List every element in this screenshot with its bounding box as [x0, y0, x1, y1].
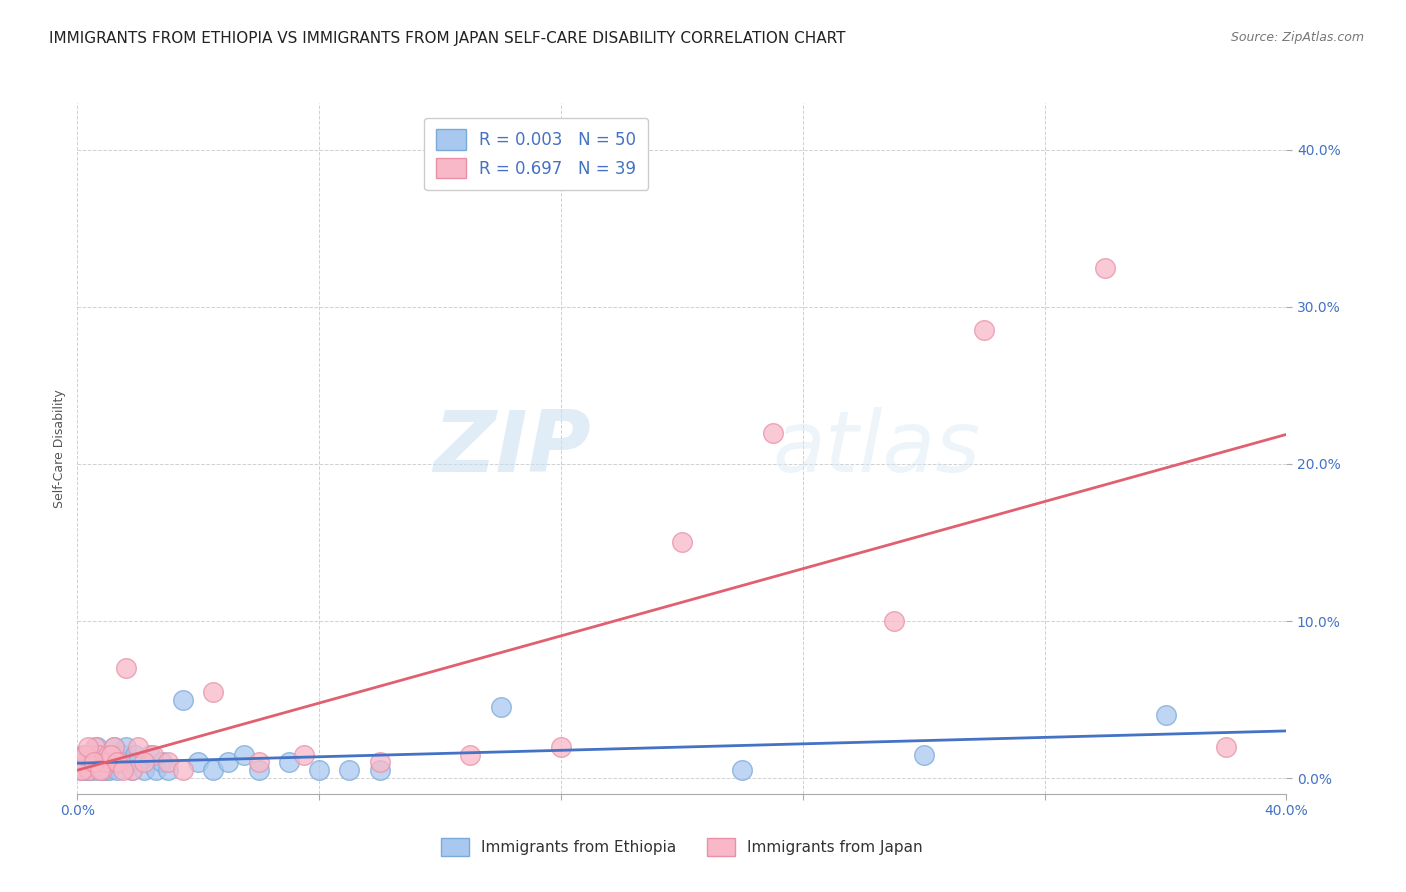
- Point: [83, 747, 105, 762]
- Point: [79, 764, 101, 778]
- Point: [96, 747, 118, 762]
- Point: [118, 756, 141, 770]
- Text: ZIP: ZIP: [433, 407, 592, 490]
- Point: [77, 764, 100, 778]
- Point: [89, 764, 111, 778]
- Point: [731, 764, 754, 778]
- Point: [1215, 739, 1237, 754]
- Point: [145, 764, 167, 778]
- Legend: Immigrants from Ethiopia, Immigrants from Japan: Immigrants from Ethiopia, Immigrants fro…: [436, 831, 928, 863]
- Point: [127, 756, 149, 770]
- Point: [75, 756, 97, 770]
- Point: [489, 700, 512, 714]
- Point: [132, 756, 155, 770]
- Point: [89, 756, 111, 770]
- Point: [232, 747, 254, 762]
- Point: [114, 739, 136, 754]
- Point: [69, 756, 91, 770]
- Point: [100, 747, 122, 762]
- Point: [883, 614, 905, 628]
- Point: [77, 739, 100, 754]
- Point: [73, 764, 96, 778]
- Point: [84, 739, 107, 754]
- Point: [80, 756, 103, 770]
- Point: [202, 685, 225, 699]
- Point: [127, 739, 149, 754]
- Point: [91, 747, 114, 762]
- Point: [90, 764, 112, 778]
- Point: [101, 756, 124, 770]
- Point: [69, 764, 91, 778]
- Point: [98, 764, 121, 778]
- Point: [103, 739, 125, 754]
- Point: [368, 764, 391, 778]
- Y-axis label: Self-Care Disability: Self-Care Disability: [53, 389, 66, 508]
- Point: [100, 747, 122, 762]
- Point: [121, 764, 143, 778]
- Point: [75, 747, 97, 762]
- Point: [157, 764, 180, 778]
- Point: [96, 756, 118, 770]
- Point: [105, 756, 128, 770]
- Point: [103, 739, 125, 754]
- Point: [247, 764, 270, 778]
- Text: Source: ZipAtlas.com: Source: ZipAtlas.com: [1230, 31, 1364, 45]
- Point: [150, 756, 173, 770]
- Point: [108, 756, 131, 770]
- Point: [108, 756, 131, 770]
- Point: [86, 739, 108, 754]
- Point: [87, 747, 110, 762]
- Point: [111, 747, 134, 762]
- Point: [247, 756, 270, 770]
- Point: [82, 756, 104, 770]
- Point: [83, 756, 105, 770]
- Point: [172, 692, 194, 706]
- Point: [278, 756, 301, 770]
- Point: [132, 764, 155, 778]
- Point: [72, 756, 94, 770]
- Text: IMMIGRANTS FROM ETHIOPIA VS IMMIGRANTS FROM JAPAN SELF-CARE DISABILITY CORRELATI: IMMIGRANTS FROM ETHIOPIA VS IMMIGRANTS F…: [49, 31, 846, 46]
- Point: [458, 747, 481, 762]
- Point: [762, 425, 785, 440]
- Point: [82, 764, 104, 778]
- Point: [187, 756, 209, 770]
- Point: [72, 747, 94, 762]
- Point: [84, 756, 107, 770]
- Point: [339, 764, 360, 778]
- Point: [73, 747, 96, 762]
- Point: [142, 747, 165, 762]
- Point: [1094, 260, 1116, 275]
- Point: [94, 764, 117, 778]
- Point: [202, 764, 225, 778]
- Point: [172, 764, 194, 778]
- Point: [124, 747, 146, 762]
- Point: [90, 764, 112, 778]
- Point: [70, 764, 93, 778]
- Point: [368, 756, 391, 770]
- Point: [93, 756, 115, 770]
- Point: [157, 756, 180, 770]
- Text: atlas: atlas: [773, 407, 980, 490]
- Point: [308, 764, 330, 778]
- Point: [70, 764, 93, 778]
- Point: [79, 764, 101, 778]
- Point: [550, 739, 572, 754]
- Point: [121, 764, 143, 778]
- Point: [114, 661, 136, 675]
- Point: [912, 747, 935, 762]
- Point: [111, 764, 134, 778]
- Point: [105, 764, 128, 778]
- Point: [93, 756, 115, 770]
- Point: [973, 323, 995, 337]
- Point: [1154, 708, 1177, 723]
- Point: [292, 747, 315, 762]
- Point: [218, 756, 240, 770]
- Point: [139, 747, 162, 762]
- Point: [87, 764, 110, 778]
- Point: [671, 535, 693, 549]
